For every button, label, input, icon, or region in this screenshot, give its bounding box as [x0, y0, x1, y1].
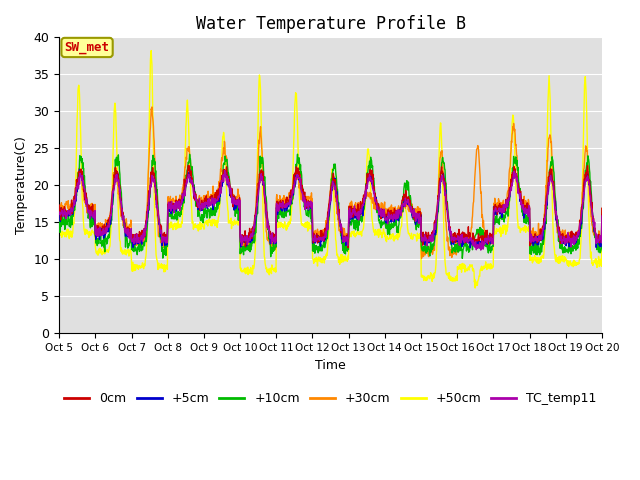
- Y-axis label: Temperature(C): Temperature(C): [15, 136, 28, 234]
- Legend: 0cm, +5cm, +10cm, +30cm, +50cm, TC_temp11: 0cm, +5cm, +10cm, +30cm, +50cm, TC_temp1…: [60, 387, 602, 410]
- Text: SW_met: SW_met: [65, 41, 109, 54]
- X-axis label: Time: Time: [315, 359, 346, 372]
- Title: Water Temperature Profile B: Water Temperature Profile B: [195, 15, 465, 33]
